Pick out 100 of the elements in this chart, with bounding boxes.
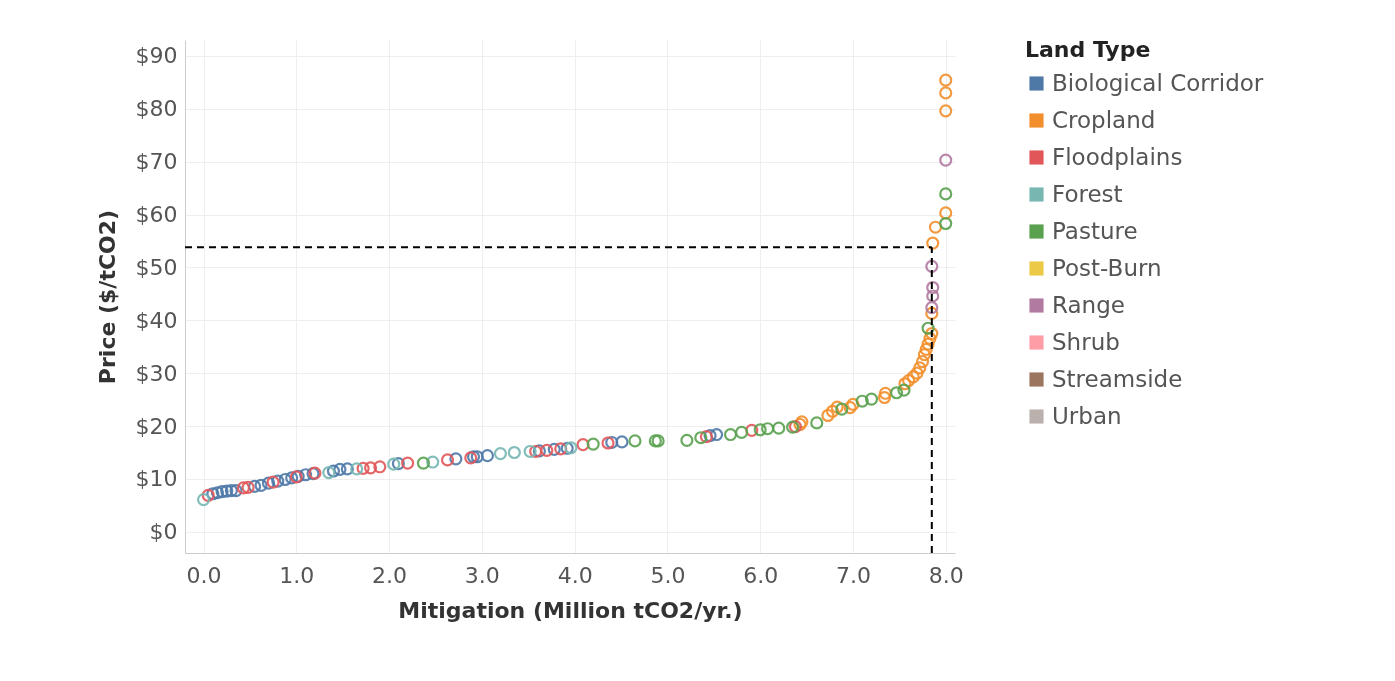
point: [449, 452, 463, 466]
point: [493, 447, 507, 461]
point: [915, 354, 930, 369]
point: [210, 486, 225, 500]
point: [261, 476, 276, 490]
y-tick-label: $70: [135, 149, 178, 175]
y-tick-label: $90: [135, 43, 178, 69]
y-tick-label: $20: [135, 413, 178, 439]
point: [921, 337, 935, 351]
point: [206, 487, 220, 501]
x-tick-label: 3.0: [464, 562, 500, 588]
point: [889, 386, 904, 400]
point: [939, 216, 953, 231]
point: [363, 461, 378, 475]
point: [864, 392, 879, 406]
y-tick-label: $40: [135, 307, 178, 333]
point: [735, 425, 749, 439]
point: [356, 461, 370, 475]
point: [540, 443, 554, 457]
point: [843, 401, 857, 415]
point: [248, 479, 262, 493]
point: [830, 400, 844, 414]
point: [229, 484, 243, 498]
point: [201, 488, 215, 502]
point: [925, 259, 939, 273]
point: [387, 457, 401, 471]
x-tick-label: 4.0: [557, 562, 593, 588]
point: [821, 408, 835, 423]
legend-label: Biological Corridor: [1052, 69, 1264, 96]
point: [236, 481, 251, 495]
legend-label: Post-Burn: [1052, 254, 1162, 281]
point: [470, 450, 484, 464]
legend-label: Range: [1052, 291, 1125, 318]
y-tick-label: $60: [135, 202, 178, 228]
point: [391, 457, 405, 471]
point: [939, 206, 953, 220]
point: [825, 404, 840, 418]
point: [628, 434, 642, 448]
point: [939, 104, 953, 118]
point: [480, 449, 495, 463]
point: [910, 366, 924, 380]
point: [241, 480, 255, 494]
point: [753, 423, 767, 437]
y-tick-label: $0: [149, 519, 178, 545]
point: [560, 441, 574, 455]
point: [564, 441, 578, 455]
y-axis-title: Price ($/tCO2): [94, 209, 120, 385]
x-tick-label: 6.0: [743, 562, 779, 588]
legend-label: Pasture: [1052, 217, 1138, 244]
point: [326, 464, 341, 478]
point: [939, 153, 953, 167]
point: [426, 455, 440, 469]
point: [699, 430, 713, 444]
point: [703, 429, 717, 443]
point: [694, 431, 708, 445]
x-tick-label: 7.0: [835, 562, 871, 588]
legend-label: Cropland: [1052, 106, 1156, 133]
point: [855, 394, 869, 408]
legend-label: Shrub: [1052, 328, 1120, 355]
point: [266, 475, 280, 489]
point: [925, 306, 939, 320]
point: [926, 236, 940, 250]
x-tick-label: 0.0: [186, 562, 222, 588]
point: [220, 484, 234, 498]
point: [810, 416, 824, 430]
point: [926, 280, 940, 295]
point: [299, 468, 313, 482]
point: [224, 484, 238, 498]
point: [772, 421, 786, 435]
point: [680, 433, 694, 447]
point: [416, 456, 430, 470]
point: [906, 370, 920, 384]
point: [322, 466, 336, 480]
point: [923, 331, 937, 345]
point: [547, 442, 561, 456]
point: [440, 453, 455, 467]
point: [285, 471, 299, 485]
point: [340, 462, 354, 476]
x-tick-label: 8.0: [928, 562, 964, 588]
point: [605, 435, 619, 450]
point: [710, 427, 724, 442]
y-tick-label: $80: [135, 96, 178, 122]
point: [939, 187, 953, 201]
x-tick-label: 1.0: [279, 562, 315, 588]
point: [921, 321, 935, 335]
point: [846, 397, 860, 411]
point: [939, 73, 953, 87]
point: [723, 427, 738, 442]
point: [745, 423, 759, 437]
point: [925, 301, 939, 315]
point: [601, 436, 615, 450]
x-axis-title: Mitigation (Million tCO2/yr.): [398, 597, 743, 623]
y-tick-label: $50: [135, 254, 178, 280]
point: [897, 383, 911, 397]
point: [902, 374, 916, 388]
point: [196, 493, 211, 507]
point: [615, 435, 629, 449]
point: [917, 348, 931, 362]
point: [554, 442, 568, 456]
point: [586, 437, 600, 451]
